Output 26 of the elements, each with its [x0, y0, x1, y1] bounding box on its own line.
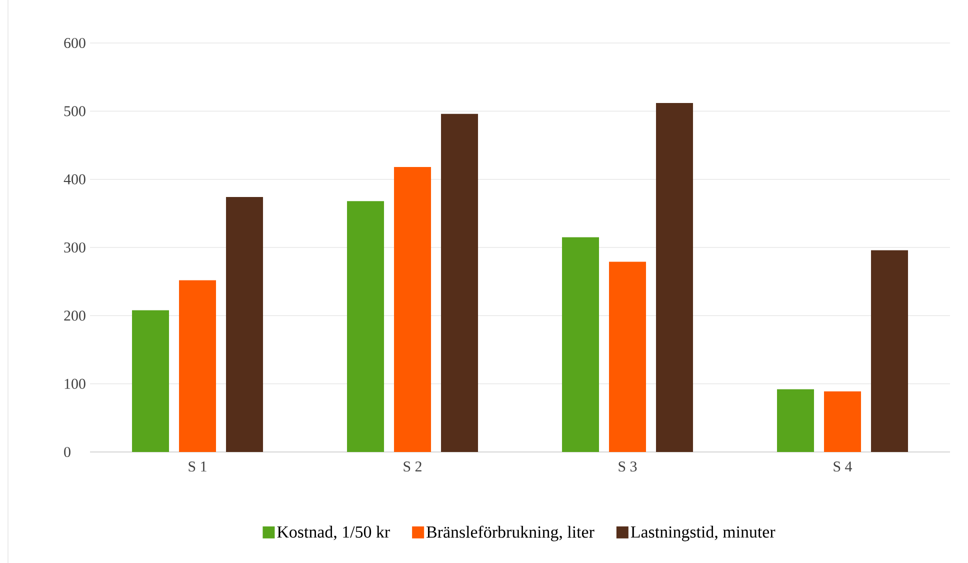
- y-tick-label: 100: [64, 378, 86, 389]
- bar: [441, 114, 478, 452]
- y-tick-label: 0: [64, 446, 70, 458]
- legend-label: Kostnad, 1/50 kr: [277, 526, 390, 540]
- y-tick-label: 200: [64, 310, 86, 321]
- y-tick-label: 300: [64, 242, 86, 253]
- x-tick-label: S 4: [834, 462, 852, 472]
- bar: [656, 102, 694, 452]
- bar: [179, 280, 216, 452]
- legend-label: Lastningstid, minuter: [630, 526, 776, 542]
- y-tick-label: 600: [64, 38, 86, 48]
- bar: [824, 391, 862, 452]
- x-tick-label: S 2: [404, 462, 422, 472]
- bar: [394, 167, 432, 452]
- x-tick-label: S 3: [618, 462, 637, 472]
- bar: [871, 250, 908, 452]
- bar: [609, 262, 646, 452]
- bar: [226, 197, 264, 452]
- bar: [777, 389, 814, 452]
- legend-label: Bränsleförbrukning, liter: [426, 526, 594, 542]
- bar: [132, 310, 170, 452]
- bar: [347, 201, 384, 452]
- y-tick-label: 400: [64, 174, 86, 184]
- y-tick-label: 500: [64, 106, 86, 116]
- x-tick-label: S 1: [188, 462, 206, 472]
- bar: [562, 237, 600, 452]
